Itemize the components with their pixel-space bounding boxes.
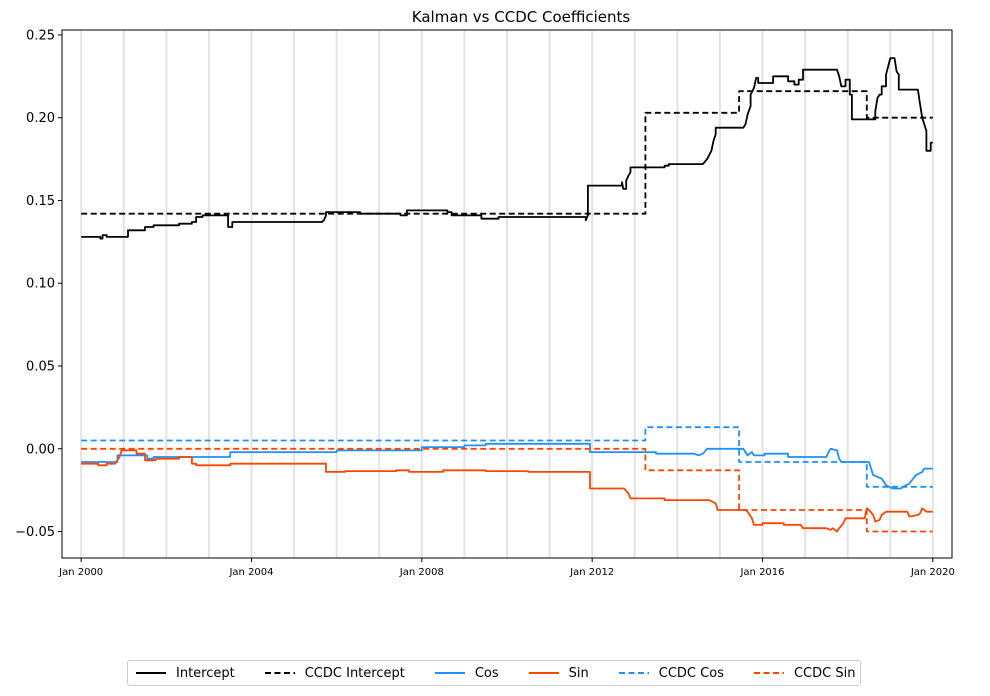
y-tick-label-3: 0.10 xyxy=(26,277,55,292)
legend-label: Intercept xyxy=(176,665,235,681)
y-tick-label-0: 0.25 xyxy=(26,28,55,43)
legend-item-ccdc-intercept: CCDC Intercept xyxy=(264,665,405,681)
series-line-cos xyxy=(81,442,933,490)
y-tick-label-4: 0.05 xyxy=(26,360,55,375)
axis-ticks: 0.25 0.20 0.15 0.10 0.05 0.00 −0.05 Jan 2000 Jan… xyxy=(15,28,955,578)
legend-swatch xyxy=(618,672,649,674)
plot-frame xyxy=(61,29,953,559)
legend-item-cos: Cos xyxy=(434,665,499,681)
legend-swatch xyxy=(136,672,166,674)
legend: Intercept CCDC Intercept Cos Sin CCDC Cos CCD… xyxy=(127,660,861,686)
legend-label: Cos xyxy=(474,665,499,681)
legend-swatch xyxy=(434,672,465,674)
y-tick-label-6: −0.05 xyxy=(15,525,55,540)
legend-item-ccdc-sin: CCDC Sin xyxy=(753,665,856,681)
legend-label: CCDC Cos xyxy=(658,665,724,681)
legend-swatch xyxy=(264,672,295,674)
series-line-intercept xyxy=(81,57,933,240)
legend-label: Sin xyxy=(568,665,589,681)
legend-item-intercept: Intercept xyxy=(136,666,235,681)
legend-item-ccdc-cos: CCDC Cos xyxy=(618,665,724,681)
legend-item-sin: Sin xyxy=(528,665,589,681)
legend-label: CCDC Intercept xyxy=(304,665,405,681)
legend-swatch xyxy=(528,672,559,674)
x-tick-label-1: Jan 2004 xyxy=(228,567,273,578)
x-tick-label-3: Jan 2012 xyxy=(569,567,614,578)
chart-title: Kalman vs CCDC Coefficients xyxy=(412,8,631,26)
grid-lines xyxy=(80,30,934,558)
x-tick-label-0: Jan 2000 xyxy=(58,567,103,578)
series-lines xyxy=(81,57,933,533)
legend-label: CCDC Sin xyxy=(793,665,856,681)
x-tick-label-5: Jan 2020 xyxy=(910,567,955,578)
series-line-ccdc-cos xyxy=(81,426,933,488)
x-tick-label-2: Jan 2008 xyxy=(399,567,444,578)
y-tick-label-2: 0.15 xyxy=(26,194,55,209)
y-tick-label-5: 0.00 xyxy=(26,442,55,457)
legend-swatch xyxy=(753,672,784,674)
y-tick-label-1: 0.20 xyxy=(26,111,55,126)
series-line-sin xyxy=(81,449,933,533)
series-line-ccdc-sin xyxy=(81,447,933,533)
x-tick-label-4: Jan 2016 xyxy=(739,567,784,578)
series-line-ccdc-intercept xyxy=(81,90,933,215)
